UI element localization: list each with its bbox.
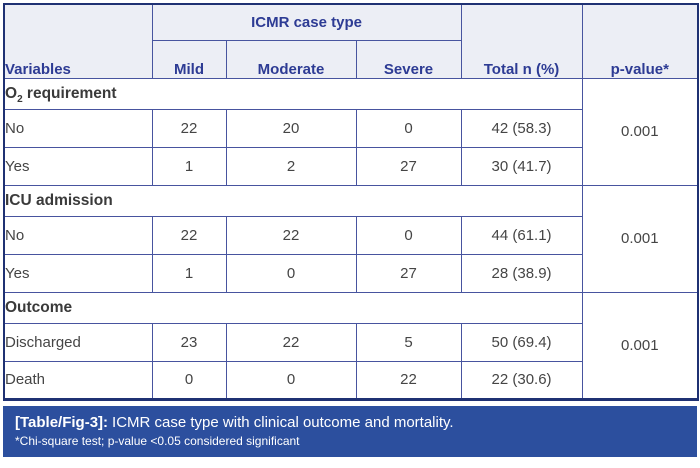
cell-mild: 0 [151,360,227,400]
table-row-o2-no: No 22 20 0 42 (58.3) [3,108,698,148]
section-row-outcome: Outcome 0.001 [3,291,699,400]
col-header-moderate: Moderate [225,39,357,79]
section-title-text: ICU admission [5,191,113,209]
cell-total: 44 (61.1) [460,215,583,255]
cell-moderate: 22 [225,215,357,255]
header-row-group: Variables ICMR case type Total n (%) p-v… [3,3,699,79]
section-title-o2-requirement: O2 requirement [3,77,583,110]
icmr-case-type-table: Variables ICMR case type Total n (%) p-v… [3,3,700,401]
cell-mild: 22 [151,215,227,255]
section-title-outcome: Outcome [3,291,583,324]
cell-moderate: 0 [225,253,357,293]
row-label: Discharged [3,322,153,362]
cell-moderate: 20 [225,108,357,148]
cell-total: 28 (38.9) [460,253,583,293]
col-header-variables: Variables [3,3,153,79]
col-header-severe: Severe [355,39,462,79]
cell-mild: 1 [151,253,227,293]
cell-severe: 0 [355,108,462,148]
row-label: Death [3,360,153,400]
pvalue-cell-icu-admission: 0.001 [581,184,699,293]
cell-severe: 27 [355,146,462,186]
header-row-severity: Mild Moderate Severe [4,39,698,79]
page: Variables ICMR case type Total n (%) p-v… [3,3,700,457]
cell-moderate: 2 [225,146,357,186]
row-label: No [3,215,153,255]
cell-total: 50 (69.4) [460,322,583,362]
row-label: Yes [3,253,153,293]
section-title-text: O [5,84,18,102]
cell-total: 22 (30.6) [460,360,583,400]
cell-severe: 5 [355,322,462,362]
section-row-o2-requirement: O2 requirement 0.001 [3,77,699,186]
table-row-icu-no: No 22 22 0 44 (61.1) [3,215,698,255]
section-title-text: Outcome [5,298,73,316]
cell-total: 30 (41.7) [460,146,583,186]
section-title-icu-admission: ICU admission [3,184,583,217]
cell-moderate: 22 [225,322,357,362]
caption-bar: [Table/Fig-3]: ICMR case type with clinic… [3,405,697,457]
col-header-pvalue: p-value* [581,3,699,79]
table-row-o2-yes: Yes 1 2 27 30 (41.7) [3,146,698,186]
pvalue-cell-outcome: 0.001 [581,291,699,400]
col-group-header-icmr-case-type: ICMR case type [151,3,462,41]
caption-footnote: *Chi-square test; p-value <0.05 consider… [15,433,300,448]
section-row-icu-admission: ICU admission 0.001 [3,184,699,293]
col-header-mild: Mild [151,39,227,79]
cell-mild: 1 [151,146,227,186]
cell-mild: 22 [151,108,227,148]
section-title-text: requirement [22,84,117,102]
pvalue-cell-o2-requirement: 0.001 [581,77,699,186]
cell-severe: 22 [355,360,462,400]
caption-title-line: [Table/Fig-3]: ICMR case type with clinic… [15,413,685,432]
cell-severe: 0 [355,215,462,255]
row-label: No [3,108,153,148]
cell-severe: 27 [355,253,462,293]
col-header-total: Total n (%) [460,3,583,79]
cell-moderate: 0 [225,360,357,400]
section-title-subscript: 2 [17,93,23,105]
cell-mild: 23 [151,322,227,362]
caption-text: ICMR case type with clinical outcome and… [112,413,454,431]
row-label: Yes [3,146,153,186]
figure-tag: [Table/Fig-3]: [15,413,109,431]
table-row-outcome-discharged: Discharged 23 22 5 50 (69.4) [3,322,698,362]
cell-total: 42 (58.3) [460,108,583,148]
table-row-outcome-death: Death 0 0 22 22 (30.6) [3,360,698,400]
